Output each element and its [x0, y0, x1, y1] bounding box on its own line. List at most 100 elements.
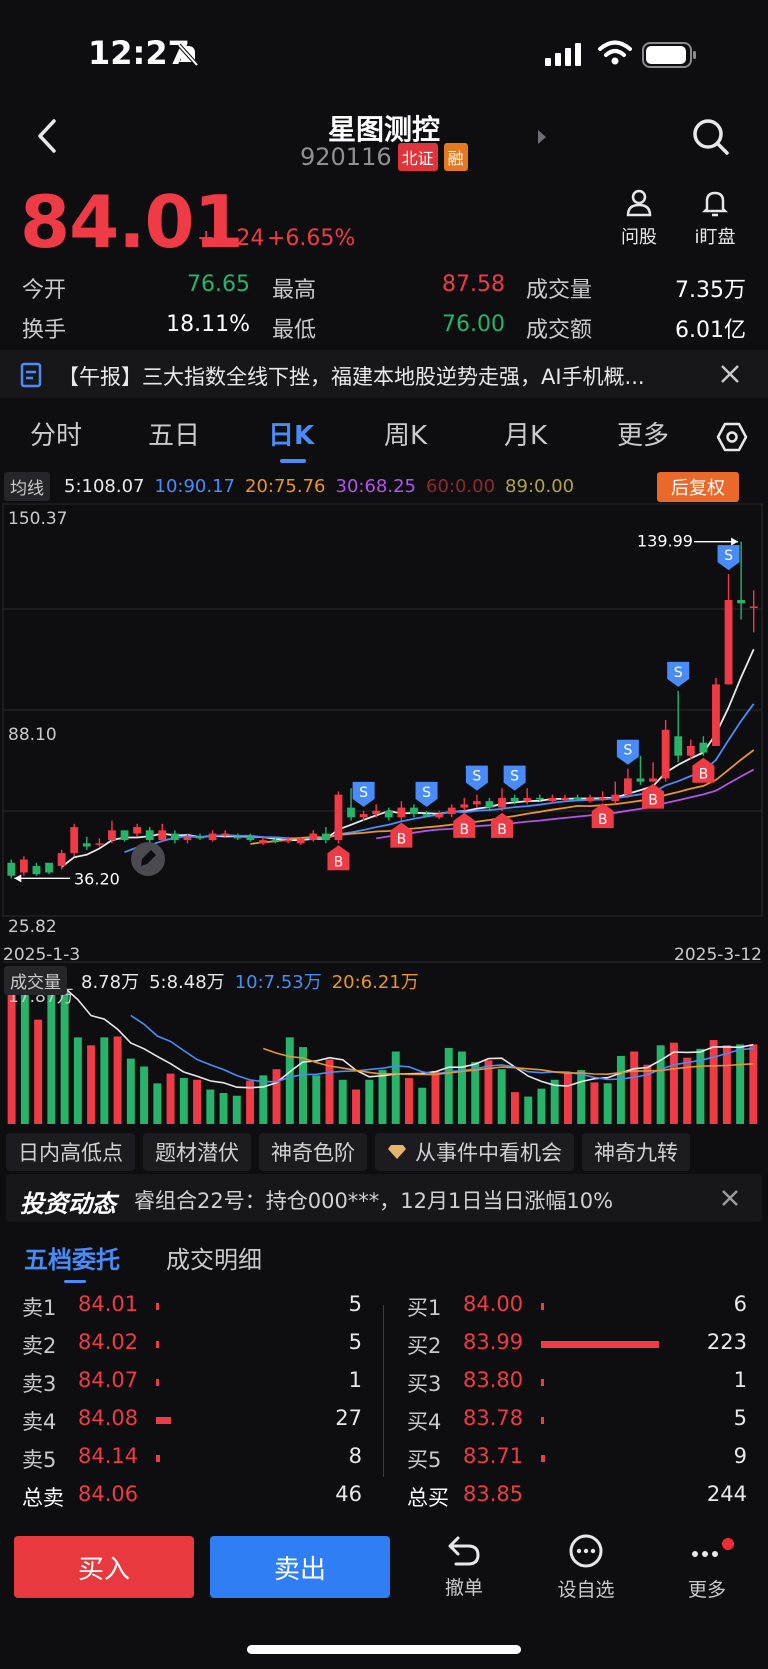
next-stock-icon[interactable]: [536, 129, 548, 145]
dynamics-text[interactable]: 睿组合22号：持仓000***，12月1日当日涨幅10%: [134, 1189, 614, 1213]
watch-board-button[interactable]: i盯盘: [680, 188, 750, 249]
chip-color-scale[interactable]: 神奇色阶: [259, 1133, 367, 1171]
sell-signal-badge: S: [717, 545, 740, 571]
candle-body: [586, 797, 595, 802]
candle-body: [485, 801, 494, 808]
volume-selector-chip[interactable]: 成交量: [4, 966, 67, 995]
chip-theme-ambush[interactable]: 题材潜伏: [143, 1133, 251, 1171]
tab-five-day[interactable]: 五日: [148, 421, 201, 451]
ma-selector-chip[interactable]: 均线: [4, 471, 50, 501]
volume-bar: [219, 1093, 228, 1124]
candle: [636, 755, 645, 785]
news-text[interactable]: 【午报】三大指数全线下挫，福建本地股逆势走强，AI手机概...: [58, 365, 645, 389]
bid-level-label: 买5: [407, 1448, 442, 1472]
diamond-icon: [388, 1145, 406, 1159]
bid-level-row[interactable]: 买4 83.78 5: [407, 1406, 747, 1444]
buy-signal-badge: B: [390, 822, 413, 848]
add-watchlist-button[interactable]: 设自选: [541, 1534, 631, 1602]
chip-event-opportunity[interactable]: 从事件中看机会: [375, 1133, 574, 1171]
investment-dynamics-banner[interactable]: [6, 1174, 762, 1222]
draw-tool-icon[interactable]: [131, 842, 165, 876]
sell-badge-letter: S: [422, 785, 431, 801]
bid-level-row[interactable]: 买2 83.99 223: [407, 1330, 747, 1368]
bell-icon: [701, 191, 729, 217]
ask-total-row[interactable]: 总卖 84.06 46: [22, 1482, 362, 1520]
candle-body: [309, 833, 318, 841]
tab-order-book[interactable]: 五档委托: [24, 1246, 120, 1274]
home-indicator[interactable]: [247, 1645, 521, 1654]
ask-level-row[interactable]: 卖2 84.02 5: [22, 1330, 362, 1368]
amount-label: 成交额: [526, 318, 593, 343]
candle: [674, 690, 683, 763]
close-icon[interactable]: [720, 1188, 740, 1208]
volume-bar: [232, 1095, 241, 1124]
bid-level-row[interactable]: 买5 83.71 9: [407, 1444, 747, 1482]
candle: [485, 797, 494, 811]
buy-badge-shape: [642, 783, 665, 809]
ask-volume-bar: [156, 1379, 159, 1386]
candle-body: [447, 807, 456, 815]
ask-stock-button[interactable]: 问股: [604, 188, 674, 249]
ask-level-volume: 27: [335, 1406, 362, 1430]
tab-daily-k[interactable]: 日K: [268, 421, 315, 451]
candle-body: [19, 859, 28, 873]
tab-more[interactable]: 更多: [617, 421, 670, 451]
bid-level-price: 83.99: [463, 1330, 524, 1354]
settings-hexagon-icon[interactable]: [716, 421, 748, 453]
ask-level-row[interactable]: 卖4 84.08 27: [22, 1406, 362, 1444]
candle-body: [145, 830, 154, 841]
add-watchlist-label: 设自选: [557, 1579, 615, 1601]
buy-button[interactable]: 买入: [14, 1536, 194, 1598]
ask-level-row[interactable]: 卖5 84.14 8: [22, 1444, 362, 1482]
volume-label: 成交量: [526, 278, 593, 303]
cell-signal-icon: [545, 43, 581, 66]
chip-nine-turn[interactable]: 神奇九转: [582, 1133, 690, 1171]
volume-bar: [418, 1087, 427, 1124]
sell-button[interactable]: 卖出: [210, 1536, 390, 1598]
current-price: 84.01: [20, 180, 244, 264]
chip-event-opportunity-label: 从事件中看机会: [415, 1141, 562, 1165]
tab-weekly-k[interactable]: 周K: [384, 421, 428, 451]
y-axis-top-label: 150.37: [8, 509, 67, 529]
back-arrow-icon[interactable]: [36, 118, 60, 154]
tab-intraday[interactable]: 分时: [30, 421, 83, 451]
candle-body: [724, 600, 733, 685]
kline-chart[interactable]: B B B B B B B S S S S S S S 150.37 88.10 25.82 2025-1…: [0, 502, 768, 1128]
status-time: 12:27: [88, 34, 190, 72]
candle: [749, 590, 758, 633]
bid-level-label: 买4: [407, 1410, 442, 1434]
sell-badge-letter: S: [472, 769, 481, 785]
buy-signal-badge: B: [491, 812, 514, 838]
buy-signal-badge: B: [453, 812, 476, 838]
bid-total-row[interactable]: 总买 83.85 244: [407, 1482, 747, 1520]
price-adjust-button[interactable]: 后复权: [657, 472, 739, 502]
more-button[interactable]: 更多: [662, 1534, 752, 1602]
ask-level-row[interactable]: 卖1 84.01 5: [22, 1292, 362, 1330]
bid-level-row[interactable]: 买1 84.00 6: [407, 1292, 747, 1330]
margin-tag: 融: [443, 143, 468, 171]
bid-level-volume: 1: [733, 1368, 747, 1392]
candle-body: [372, 810, 381, 815]
bid-volume-bar: [541, 1341, 659, 1348]
close-icon[interactable]: [718, 362, 742, 386]
cancel-order-button[interactable]: 撤单: [419, 1534, 509, 1600]
volume-bar: [87, 1045, 96, 1124]
tab-trade-details[interactable]: 成交明细: [166, 1246, 262, 1274]
sell-badge-letter: S: [510, 769, 519, 785]
bid-level-price: 83.85: [463, 1482, 524, 1506]
volume-bar: [338, 1079, 347, 1124]
chip-intraday-high-low[interactable]: 日内高低点: [6, 1133, 135, 1171]
ask-level-row[interactable]: 卖3 84.07 1: [22, 1368, 362, 1406]
candle-body: [271, 840, 280, 842]
volume-bar: [577, 1070, 586, 1124]
sell-badge-shape: [352, 781, 375, 807]
bid-level-row[interactable]: 买3 83.80 1: [407, 1368, 747, 1406]
volume-bar: [259, 1075, 268, 1124]
search-icon[interactable]: [692, 118, 730, 156]
candle: [598, 791, 607, 802]
tab-monthly-k[interactable]: 月K: [504, 421, 548, 451]
candle: [410, 804, 418, 818]
news-banner[interactable]: [0, 350, 768, 398]
ask-volume-bar: [156, 1303, 159, 1310]
volume-bar: [643, 1064, 652, 1124]
